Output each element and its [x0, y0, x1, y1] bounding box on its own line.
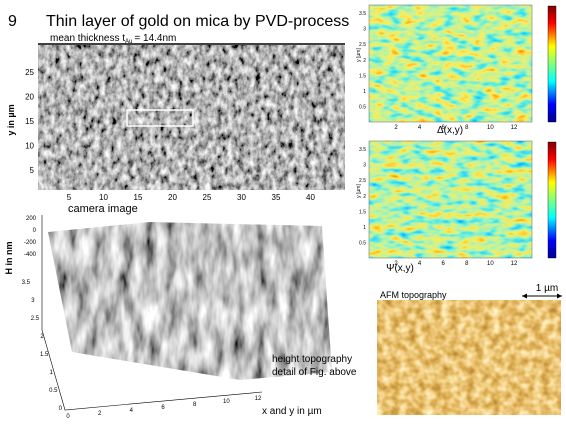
- x-tick: 0: [66, 414, 70, 420]
- x-tick: 4: [418, 125, 422, 131]
- z-tick: -200: [24, 240, 37, 246]
- y-tick: 3.5: [359, 11, 366, 17]
- y-tick: 2.5: [359, 42, 366, 48]
- y-tick: 3: [31, 298, 35, 304]
- x-tick: 12: [255, 396, 262, 402]
- y-tick: 2: [363, 194, 366, 200]
- highlight-box: [126, 109, 194, 127]
- y-tick: 3: [363, 163, 366, 169]
- caption: camera image: [68, 203, 138, 215]
- x-tick: 8: [465, 125, 469, 131]
- heatmap: [369, 141, 532, 258]
- x-tick: 6: [442, 261, 446, 267]
- y-tick: 5: [30, 166, 35, 175]
- y-tick: 1: [50, 370, 54, 376]
- afm-title: AFM topography: [380, 290, 447, 300]
- x-tick: 30: [237, 193, 246, 202]
- colorbar: [547, 5, 557, 123]
- z-label: H in nm: [4, 242, 14, 275]
- y-tick: 2.5: [31, 316, 40, 322]
- x-tick: 5: [67, 193, 72, 202]
- y-label: y in µm: [6, 104, 16, 135]
- x-tick: 8: [465, 261, 469, 267]
- y-tick: 0.5: [359, 241, 366, 247]
- y-tick: 2: [40, 334, 44, 340]
- y-tick: 1.5: [359, 209, 366, 215]
- x-tick: 15: [134, 193, 143, 202]
- z-tick: 200: [26, 216, 37, 222]
- y-tick: 3.5: [22, 280, 31, 286]
- y-tick: 3.5: [359, 147, 366, 153]
- slide-title: Thin layer of gold on mica by PVD-proces…: [46, 13, 349, 30]
- x-tick: 12: [511, 261, 518, 267]
- frame: [368, 4, 533, 123]
- y-label: y [µm]: [356, 48, 362, 62]
- heatmap: [369, 5, 532, 122]
- arrow-head: [522, 293, 527, 299]
- frame: [368, 140, 533, 259]
- y-tick: 1.5: [359, 73, 366, 79]
- x-tick: 10: [223, 399, 230, 405]
- x-tick: 10: [487, 261, 494, 267]
- surface: [48, 222, 332, 380]
- x-tick: 40: [306, 193, 315, 202]
- y-tick: 0: [59, 406, 63, 412]
- x-tick: 12: [511, 125, 518, 131]
- x-tick: 2: [394, 261, 398, 267]
- y-tick: 2.5: [359, 178, 366, 184]
- y-tick: 0.5: [49, 388, 58, 394]
- y-tick: 3: [363, 27, 366, 33]
- x-tick: 2: [394, 125, 398, 131]
- subtitle: mean thickness tAu = 14.4nm: [50, 33, 176, 45]
- y-label: y [µm]: [356, 184, 362, 198]
- y-tick: 0.5: [359, 105, 366, 111]
- caption: Ψ(x,y): [386, 263, 414, 274]
- x-tick: 6: [161, 405, 165, 411]
- colorbar: [547, 141, 557, 259]
- y-tick: 2: [363, 58, 366, 64]
- x-tick: 8: [193, 402, 197, 408]
- y-tick: 1.5: [40, 352, 49, 358]
- scale-label: 1 µm: [536, 283, 558, 294]
- caption: detail of Fig. above: [272, 367, 357, 378]
- z-tick: 0: [33, 228, 37, 234]
- x-tick: 6: [442, 125, 446, 131]
- z-tick: -400: [24, 252, 37, 258]
- x-tick: 2: [98, 411, 102, 417]
- caption: Δ(x,y): [437, 125, 463, 136]
- x-tick: 25: [203, 193, 212, 202]
- x-label: x and y in µm: [262, 406, 322, 417]
- x-tick: 10: [99, 193, 108, 202]
- x-tick: 10: [487, 125, 494, 131]
- y-tick: 20: [25, 93, 34, 102]
- x-tick: 4: [130, 408, 134, 414]
- arrow-head: [557, 293, 562, 299]
- x-tick: 20: [168, 193, 177, 202]
- y-tick: 10: [25, 142, 34, 151]
- x-tick: 4: [418, 261, 422, 267]
- axes: [41, 215, 263, 411]
- y-tick: 1: [363, 89, 366, 95]
- camera-image: [38, 45, 345, 190]
- y-tick: 25: [25, 68, 34, 77]
- caption: height topography: [272, 354, 352, 365]
- afm-image: [377, 300, 561, 415]
- y-tick: 15: [25, 117, 34, 126]
- x-tick: 35: [272, 193, 281, 202]
- y-tick: 1: [363, 225, 366, 231]
- slide-number: 9: [8, 13, 17, 30]
